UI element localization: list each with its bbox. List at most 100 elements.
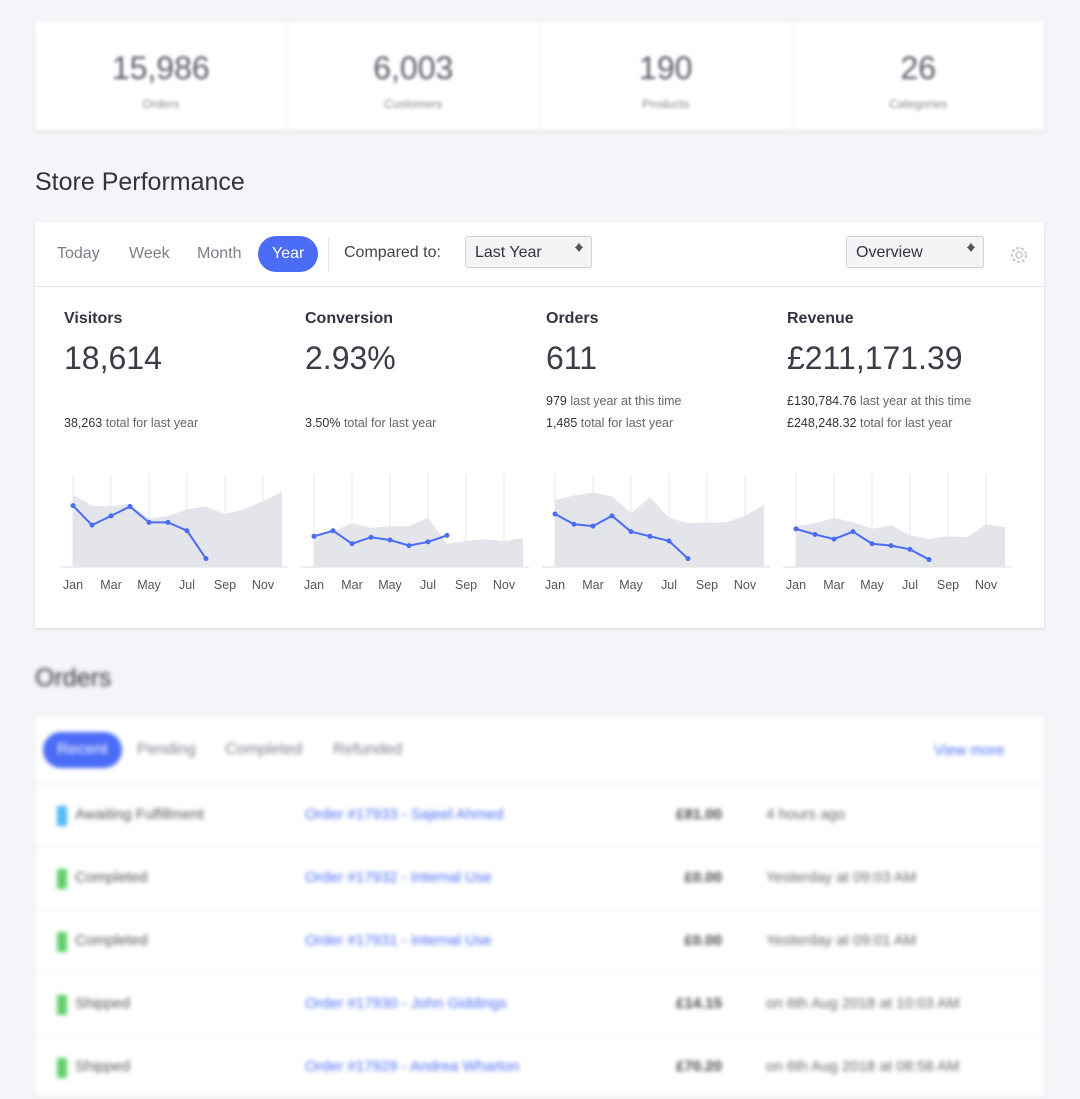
note: 3.50% total for last year [305, 412, 436, 434]
order-row: Completed Order #17931 - Internal Use £0.0… [35, 909, 1044, 973]
tab[interactable]: Completed [225, 741, 303, 758]
stat-value: 26 [900, 50, 937, 86]
point [184, 528, 190, 534]
order-row: Shipped Order #17929 - Andrea Wharton £70.… [35, 1035, 1044, 1099]
compared-select[interactable]: Last Year [465, 236, 592, 268]
compared-label: Compared to: [344, 244, 441, 261]
stat-label: Categories [889, 97, 948, 111]
point [444, 532, 450, 538]
status-badge [57, 932, 67, 952]
note-value: 979 [546, 394, 567, 408]
point [330, 528, 336, 534]
point [831, 536, 837, 542]
area [796, 517, 1005, 567]
tab[interactable]: Today [57, 245, 100, 262]
stat: 26 Categories [793, 22, 1045, 130]
tab[interactable]: Week [129, 245, 170, 262]
point [926, 557, 932, 563]
line [313, 529, 448, 547]
point [368, 534, 374, 540]
note-text: total for last year [860, 416, 953, 430]
tab[interactable]: Refunded [333, 741, 403, 758]
note: £248,248.32 total for last year [787, 412, 971, 434]
view-more[interactable]: View more [934, 742, 1005, 759]
stat: 15,986 Orders [35, 22, 288, 130]
status: Shipped [75, 995, 131, 1012]
x-tick-label: Jul [179, 578, 195, 592]
point [685, 556, 691, 562]
time: Yesterday at 09:03 AM [766, 869, 917, 886]
point [793, 526, 799, 532]
note-text: last year at this time [860, 394, 972, 408]
stat: 190 Products [540, 22, 793, 130]
order-link[interactable]: Order #17933 - Sajeel Ahmed [305, 806, 504, 823]
x-tick-label: Sep [455, 578, 477, 592]
stat: 6,003 Customers [288, 22, 540, 130]
area [555, 492, 764, 567]
x-tick-label: Jan [545, 578, 565, 592]
point [127, 504, 133, 510]
stat-label: Customers [384, 97, 443, 111]
sparkline: Jan Mar May Jul Sep Nov [542, 474, 770, 592]
orders-card: Recent Pending Completed Refunded View more A… [35, 717, 1044, 1097]
point [609, 513, 615, 519]
note-value: 3.50% [305, 416, 341, 430]
x-tick-label: Nov [493, 578, 516, 592]
status-badge [57, 869, 67, 889]
settings-icon[interactable] [1008, 244, 1030, 266]
point [165, 519, 171, 525]
point [888, 543, 894, 549]
stat-value: 190 [639, 50, 693, 86]
metric-title: Revenue [787, 310, 854, 327]
order-row: Awaiting Fulfillment Order #17933 - Sajee… [35, 783, 1044, 847]
status-badge [57, 995, 67, 1015]
note: 979 last year at this time [546, 390, 682, 412]
line [554, 513, 689, 560]
order-row: Shipped Order #17930 - John Giddings £14.1… [35, 972, 1044, 1036]
stats-card: 15,986 Orders 6,003 Customers 190 Products 26 C… [35, 22, 1044, 130]
status-badge [57, 1058, 67, 1078]
point [812, 531, 818, 537]
x-tick-label: Mar [100, 578, 122, 592]
point [647, 533, 653, 539]
stat-value: 6,003 [373, 50, 454, 86]
tab[interactable]: Month [197, 245, 242, 262]
metric: Conversion 2.93% 3.50% total for last year… [301, 310, 545, 610]
x-tick-label: Jan [304, 578, 324, 592]
note-value: 38,263 [64, 416, 103, 430]
status: Shipped [75, 1058, 131, 1075]
point [571, 521, 577, 527]
note-value: £130,784.76 [787, 394, 857, 408]
time: Yesterday at 09:01 AM [766, 932, 917, 949]
section-title: Orders [35, 664, 112, 692]
time: 4 hours ago [766, 806, 846, 823]
order-row: Completed Order #17932 - Internal Use £0.0… [35, 846, 1044, 910]
metric-notes: 38,263 total for last year [64, 412, 198, 434]
status: Completed [75, 869, 148, 886]
metric-title: Conversion [305, 310, 394, 327]
order-link[interactable]: Order #17930 - John Giddings [305, 995, 507, 1012]
order-link[interactable]: Order #17929 - Andrea Wharton [305, 1058, 520, 1075]
point [666, 538, 672, 544]
note-text: total for last year [343, 416, 437, 430]
order-link[interactable]: Order #17931 - Internal Use [305, 932, 492, 949]
x-tick-label: Mar [582, 578, 604, 592]
x-tick-label: Jul [661, 578, 677, 592]
tab[interactable]: Pending [137, 741, 196, 758]
status-badge [57, 806, 67, 826]
point [108, 513, 114, 519]
metric: Orders 611 979 last year at this time 1,485… [542, 310, 786, 610]
point [203, 556, 209, 562]
note-text: total for last year [580, 416, 674, 430]
x-tick-label: Mar [823, 578, 845, 592]
x-tick-label: Nov [975, 578, 998, 592]
performance-toolbar: Compared to: Last Year Overview Today Wee… [35, 222, 1044, 287]
view-select[interactable]: Overview [846, 236, 984, 268]
tab[interactable]: Recent [43, 732, 122, 768]
x-tick-label: May [619, 578, 643, 592]
amount: £14.15 [676, 995, 722, 1012]
tab[interactable]: Year [258, 236, 319, 272]
order-link[interactable]: Order #17932 - Internal Use [305, 869, 492, 886]
metric-value: 611 [546, 340, 598, 376]
x-tick-label: Sep [696, 578, 718, 592]
